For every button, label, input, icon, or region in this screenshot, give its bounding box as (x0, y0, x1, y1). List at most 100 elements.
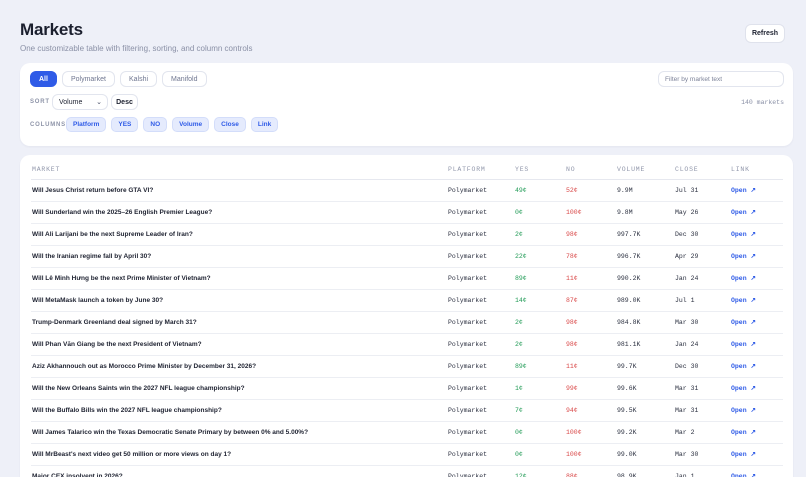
open-link[interactable]: Open ↗ (730, 245, 783, 268)
volume-cell: 98.9K (616, 465, 674, 477)
source-chip-all[interactable]: All (30, 71, 57, 87)
market-cell: Will Ali Larijani be the next Supreme Le… (31, 223, 447, 246)
markets-table: MARKET PLATFORM YES NO VOLUME CLOSE LINK… (31, 160, 783, 477)
source-filter-group: All Polymarket Kalshi Manifold (30, 71, 207, 87)
table-row[interactable]: Will James Talarico win the Texas Democr… (31, 421, 783, 444)
sort-field-select[interactable]: Volume ⌄ (52, 94, 108, 110)
open-link[interactable]: Open ↗ (730, 179, 783, 202)
open-link[interactable]: Open ↗ (730, 443, 783, 466)
close-date-cell: Apr 29 (674, 245, 730, 268)
market-cell: Will MrBeast's next video get 50 million… (31, 443, 447, 466)
table-row[interactable]: Will Sunderland win the 2025–26 English … (31, 201, 783, 224)
header-yes[interactable]: YES (514, 160, 565, 180)
table-header-row: MARKET PLATFORM YES NO VOLUME CLOSE LINK (31, 160, 783, 180)
platform-cell: Polymarket (447, 421, 514, 444)
table-row[interactable]: Will the Iranian regime fall by April 30… (31, 245, 783, 268)
yes-price-cell: 89¢ (514, 355, 565, 378)
close-date-cell: Jan 24 (674, 333, 730, 356)
open-link[interactable]: Open ↗ (730, 355, 783, 378)
market-cell: Will the Iranian regime fall by April 30… (31, 245, 447, 268)
source-chip-kalshi[interactable]: Kalshi (119, 71, 158, 87)
header-volume[interactable]: VOLUME (616, 160, 674, 180)
table-row[interactable]: Will Ali Larijani be the next Supreme Le… (31, 223, 783, 246)
refresh-button[interactable]: Refresh (745, 24, 785, 43)
volume-cell: 99.7K (616, 355, 674, 378)
volume-cell: 997.7K (616, 223, 674, 246)
close-date-cell: Jul 31 (674, 179, 730, 202)
table-row[interactable]: Will the New Orleans Saints win the 2027… (31, 377, 783, 400)
header-market[interactable]: MARKET (31, 160, 447, 180)
column-toggle-volume[interactable]: Volume (172, 117, 210, 132)
close-date-cell: Mar 30 (674, 311, 730, 334)
yes-price-cell: 0¢ (514, 443, 565, 466)
platform-cell: Polymarket (447, 223, 514, 246)
page-title: Markets (20, 20, 83, 39)
open-link[interactable]: Open ↗ (730, 421, 783, 444)
open-link[interactable]: Open ↗ (730, 223, 783, 246)
close-date-cell: Dec 30 (674, 223, 730, 246)
open-link[interactable]: Open ↗ (730, 465, 783, 477)
table-row[interactable]: Aziz Akhannouch out as Morocco Prime Min… (31, 355, 783, 378)
open-link[interactable]: Open ↗ (730, 399, 783, 422)
source-chip-polymarket[interactable]: Polymarket (61, 71, 115, 87)
table-row[interactable]: Will Lê Minh Hưng be the next Prime Mini… (31, 267, 783, 290)
volume-cell: 984.8K (616, 311, 674, 334)
header-close[interactable]: CLOSE (674, 160, 730, 180)
volume-cell: 99.0K (616, 443, 674, 466)
yes-price-cell: 2¢ (514, 311, 565, 334)
page-subtitle: One customizable table with filtering, s… (20, 44, 253, 53)
platform-cell: Polymarket (447, 201, 514, 224)
no-price-cell: 11¢ (565, 355, 616, 378)
table-row[interactable]: Will MetaMask launch a token by June 30?… (31, 289, 783, 312)
platform-cell: Polymarket (447, 355, 514, 378)
platform-cell: Polymarket (447, 289, 514, 312)
column-toggle-close[interactable]: Close (214, 117, 246, 132)
no-price-cell: 100¢ (565, 201, 616, 224)
no-price-cell: 98¢ (565, 333, 616, 356)
column-toggle-yes[interactable]: YES (111, 117, 139, 132)
market-cell: Trump-Denmark Greenland deal signed by M… (31, 311, 447, 334)
close-date-cell: Jan 1 (674, 465, 730, 477)
open-link[interactable]: Open ↗ (730, 201, 783, 224)
source-chip-manifold[interactable]: Manifold (162, 71, 207, 87)
platform-cell: Polymarket (447, 245, 514, 268)
table-row[interactable]: Major CEX insolvent in 2026? Polymarket 12… (31, 465, 783, 477)
table-row[interactable]: Will Phan Văn Giang be the next Presiden… (31, 333, 783, 356)
table-row[interactable]: Will MrBeast's next video get 50 million… (31, 443, 783, 466)
no-price-cell: 11¢ (565, 267, 616, 290)
no-price-cell: 78¢ (565, 245, 616, 268)
platform-cell: Polymarket (447, 333, 514, 356)
column-toggle-no[interactable]: NO (143, 117, 168, 132)
market-cell: Will James Talarico win the Texas Democr… (31, 421, 447, 444)
close-date-cell: Dec 30 (674, 355, 730, 378)
open-link[interactable]: Open ↗ (730, 311, 783, 334)
open-link[interactable]: Open ↗ (730, 377, 783, 400)
market-filter-input[interactable] (658, 71, 784, 87)
open-link[interactable]: Open ↗ (730, 289, 783, 312)
platform-cell: Polymarket (447, 267, 514, 290)
market-cell: Will the Buffalo Bills win the 2027 NFL … (31, 399, 447, 422)
platform-cell: Polymarket (447, 399, 514, 422)
columns-label: COLUMNS (30, 122, 66, 128)
market-cell: Major CEX insolvent in 2026? (31, 465, 447, 477)
header-link[interactable]: LINK (730, 160, 783, 180)
header-no[interactable]: NO (565, 160, 616, 180)
table-row[interactable]: Will Jesus Christ return before GTA VI? P… (31, 179, 783, 202)
yes-price-cell: 1¢ (514, 377, 565, 400)
table-row[interactable]: Trump-Denmark Greenland deal signed by M… (31, 311, 783, 334)
column-toggle-link[interactable]: Link (250, 117, 279, 132)
open-link[interactable]: Open ↗ (730, 333, 783, 356)
no-price-cell: 88¢ (565, 465, 616, 477)
volume-cell: 996.7K (616, 245, 674, 268)
sort-direction-button[interactable]: Desc (111, 94, 138, 110)
volume-cell: 99.2K (616, 421, 674, 444)
open-link[interactable]: Open ↗ (730, 267, 783, 290)
yes-price-cell: 7¢ (514, 399, 565, 422)
market-cell: Will the New Orleans Saints win the 2027… (31, 377, 447, 400)
volume-cell: 990.2K (616, 267, 674, 290)
volume-cell: 9.8M (616, 201, 674, 224)
header-platform[interactable]: PLATFORM (447, 160, 514, 180)
table-row[interactable]: Will the Buffalo Bills win the 2027 NFL … (31, 399, 783, 422)
column-toggle-platform[interactable]: Platform (66, 117, 107, 132)
market-cell: Will MetaMask launch a token by June 30? (31, 289, 447, 312)
